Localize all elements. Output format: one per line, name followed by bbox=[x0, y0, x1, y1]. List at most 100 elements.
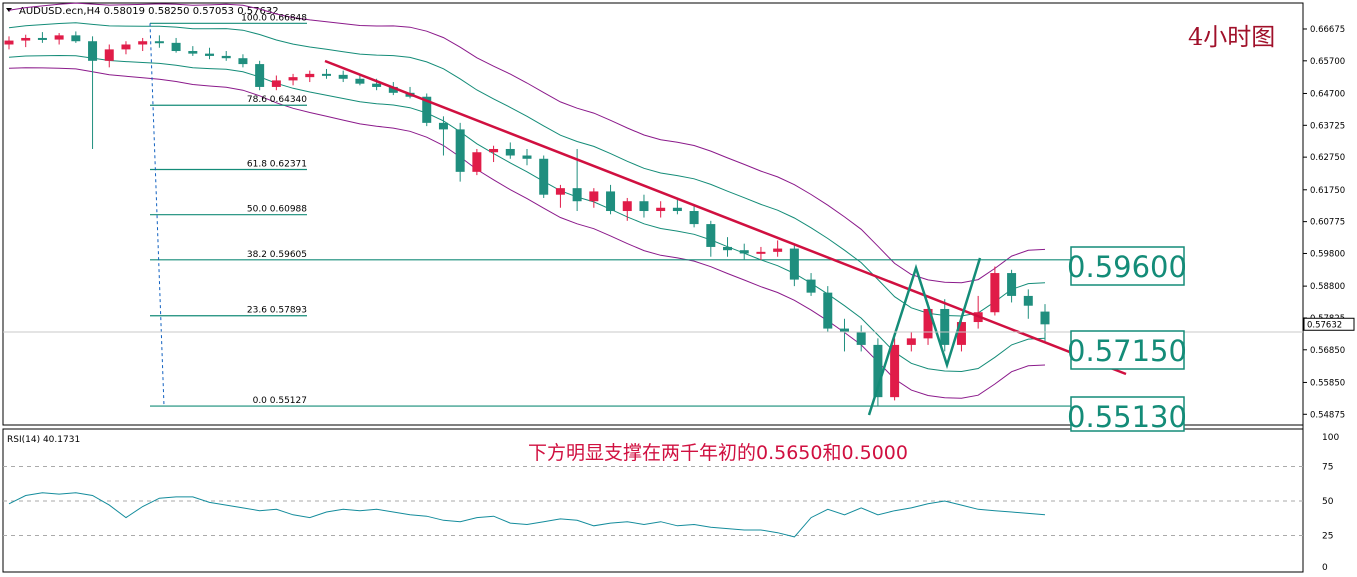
candle-body bbox=[138, 41, 148, 45]
fib-level-label: 50.0 0.60988 bbox=[247, 205, 307, 215]
svg-text:0.57150: 0.57150 bbox=[1067, 334, 1187, 368]
candle-body bbox=[806, 279, 816, 293]
chart-title: 4小时图 bbox=[1188, 23, 1275, 51]
bollinger-channels bbox=[8, 2, 1046, 399]
price-tick-label: 0.66675 bbox=[1310, 25, 1345, 35]
current-price-label: 0.57632 bbox=[1307, 320, 1342, 330]
candle-body bbox=[589, 191, 599, 202]
candle-body bbox=[622, 201, 632, 212]
rsi-label: RSI(14) 40.1731 bbox=[7, 435, 80, 445]
candle-body bbox=[1040, 311, 1050, 325]
candle-body bbox=[271, 80, 281, 87]
candle-body bbox=[856, 331, 866, 345]
candle-body bbox=[1007, 273, 1017, 296]
channel-lower-inner bbox=[8, 54, 1046, 373]
candlesticks bbox=[4, 31, 1050, 406]
candle-body bbox=[672, 207, 682, 212]
price-tick-label: 0.56850 bbox=[1310, 346, 1345, 356]
candle-body bbox=[773, 248, 783, 252]
candle-body bbox=[355, 78, 365, 84]
candle-body bbox=[188, 51, 198, 54]
candle-body bbox=[839, 328, 849, 332]
rsi-axis-label: 75 bbox=[1322, 463, 1333, 473]
price-tick-label: 0.61750 bbox=[1310, 186, 1345, 196]
fib-level-label: 38.2 0.59605 bbox=[247, 250, 307, 260]
candle-body bbox=[154, 41, 164, 44]
candle-body bbox=[438, 122, 448, 130]
candle-body bbox=[906, 338, 916, 345]
price-axis: 0.66675 0.65700 0.64700 0.63725 0.62750 0.617… bbox=[1303, 25, 1355, 420]
candle-body bbox=[305, 73, 315, 78]
candle-body bbox=[539, 158, 549, 195]
channel-lower-outer bbox=[8, 67, 1046, 399]
candle-body bbox=[255, 64, 265, 87]
candle-body bbox=[522, 155, 532, 159]
candle-body bbox=[572, 188, 582, 202]
candle-body bbox=[121, 44, 131, 50]
fibonacci-retracement: 100.0 0.66848 78.6 0.64340 61.8 0.62371 50.… bbox=[149, 13, 1071, 407]
candle-body bbox=[54, 35, 64, 40]
candle-body bbox=[37, 37, 47, 40]
candle-body bbox=[739, 250, 749, 254]
support-annotation: 下方明显支撑在两千年初的0.5650和0.5000 bbox=[528, 442, 908, 464]
rsi-axis-label: 25 bbox=[1322, 532, 1333, 542]
candle-body bbox=[656, 207, 666, 212]
candle-body bbox=[205, 53, 215, 56]
price-tick-label: 0.64700 bbox=[1310, 89, 1345, 99]
candle-body bbox=[823, 292, 833, 329]
price-tick-label: 0.65700 bbox=[1310, 57, 1345, 67]
fib-anchor-line bbox=[149, 23, 165, 407]
price-tick-label: 0.63725 bbox=[1310, 121, 1345, 131]
candle-body bbox=[689, 211, 699, 225]
candle-body bbox=[940, 308, 950, 345]
candle-body bbox=[422, 96, 432, 123]
candle-body bbox=[238, 58, 248, 65]
price-tick-label: 0.60775 bbox=[1310, 218, 1345, 228]
candle-body bbox=[171, 42, 181, 52]
price-tick-label: 0.62750 bbox=[1310, 153, 1345, 163]
rsi-axis-label: 50 bbox=[1322, 497, 1334, 507]
candle-body bbox=[455, 129, 465, 172]
rsi-indicator: 100 75 50 25 0 bbox=[3, 433, 1339, 573]
candle-body bbox=[873, 344, 883, 398]
current-price-marker bbox=[1303, 317, 1355, 331]
candle-body bbox=[472, 152, 482, 172]
candle-body bbox=[288, 77, 298, 81]
rsi-axis-label: 0 bbox=[1322, 563, 1328, 573]
svg-text:0.55130: 0.55130 bbox=[1067, 400, 1187, 434]
candle-body bbox=[489, 148, 499, 153]
price-tick-label: 0.58800 bbox=[1310, 282, 1345, 292]
candle-body bbox=[321, 73, 331, 76]
candle-body bbox=[71, 35, 81, 42]
svg-text:0.59600: 0.59600 bbox=[1067, 250, 1187, 284]
candle-body bbox=[388, 86, 398, 93]
candle-body bbox=[756, 251, 766, 254]
fib-level-label: 61.8 0.62371 bbox=[247, 160, 307, 170]
fib-level-label: 100.0 0.66848 bbox=[241, 13, 307, 23]
rsi-axis-label: 100 bbox=[1322, 433, 1339, 443]
zigzag-path bbox=[867, 257, 982, 416]
candle-body bbox=[338, 74, 348, 79]
fib-level-label: 78.6 0.64340 bbox=[247, 95, 307, 105]
fib-level-label: 0.0 0.55127 bbox=[253, 396, 307, 406]
candle-body bbox=[88, 41, 98, 61]
candle-body bbox=[4, 40, 14, 45]
price-tick-label: 0.59800 bbox=[1310, 249, 1345, 259]
level-box-057150: 0.57150 bbox=[1067, 330, 1187, 370]
candle-body bbox=[505, 148, 515, 156]
price-tick-label: 0.54875 bbox=[1310, 410, 1345, 420]
fib-level-label: 23.6 0.57893 bbox=[247, 306, 307, 316]
candle-body bbox=[706, 224, 716, 247]
candle-body bbox=[104, 49, 114, 61]
level-box-059600: 0.59600 bbox=[1067, 246, 1187, 286]
candle-body bbox=[1023, 295, 1033, 306]
candle-body bbox=[639, 201, 649, 212]
channel-upper-outer bbox=[8, 2, 1046, 284]
candle-body bbox=[606, 191, 616, 212]
candle-body bbox=[990, 273, 1000, 313]
candle-body bbox=[789, 248, 799, 280]
candle-body bbox=[372, 83, 382, 87]
candle-body bbox=[890, 344, 900, 398]
candle-body bbox=[555, 188, 565, 195]
